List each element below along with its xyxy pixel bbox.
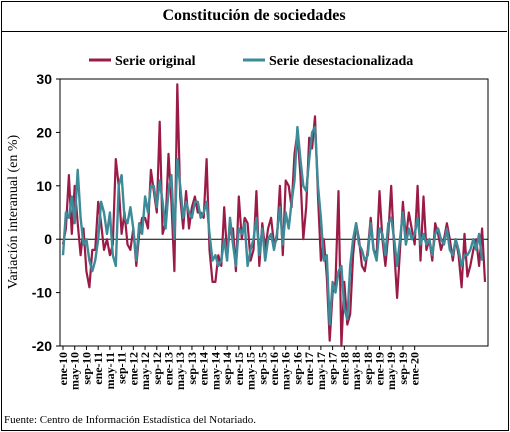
chart-title: Constitución de sociedades xyxy=(1,1,507,32)
x-tick-label: ene-10 xyxy=(56,352,70,385)
x-tick-label: ene-20 xyxy=(408,352,422,385)
x-tick-label: sep-16 xyxy=(290,352,304,385)
x-tick-label: ene-11 xyxy=(91,352,105,385)
source-note: Fuente: Centro de Información Estadístic… xyxy=(4,414,257,426)
y-tick-label: -10 xyxy=(32,285,52,301)
y-tick-label: -20 xyxy=(32,338,52,354)
y-tick-label: 10 xyxy=(36,178,52,194)
series-line-desestacionalizada xyxy=(61,125,484,326)
x-tick-label: sep-17 xyxy=(326,352,340,385)
x-tick-label: ene-15 xyxy=(232,352,246,385)
x-tick-label: sep-14 xyxy=(220,352,234,385)
y-axis-label: Variación interanual (en %) xyxy=(6,135,21,290)
x-tick-label: ene-19 xyxy=(373,352,387,385)
x-tick-label: ene-16 xyxy=(267,352,281,385)
x-tick-label: sep-10 xyxy=(79,352,93,385)
x-tick-label: may-13 xyxy=(173,352,187,390)
x-axis: ene-10may-10sep-10ene-11may-11sep-11ene-… xyxy=(56,346,422,390)
x-tick-label: sep-15 xyxy=(255,352,269,385)
x-tick-label: sep-18 xyxy=(361,352,375,385)
legend-label-desestacionalizada: Serie desestacionalizada xyxy=(269,54,413,69)
y-axis: -20 -10 0 10 20 30 xyxy=(32,71,60,354)
x-tick-label: ene-13 xyxy=(162,352,176,385)
legend-label-original: Serie original xyxy=(115,54,196,69)
x-tick-label: may-10 xyxy=(68,352,82,390)
x-tick-label: ene-14 xyxy=(197,352,211,385)
x-tick-label: may-11 xyxy=(103,352,117,389)
x-tick-label: may-14 xyxy=(208,352,222,390)
x-tick-label: may-15 xyxy=(244,352,258,390)
x-tick-label: may-16 xyxy=(279,352,293,390)
x-tick-label: ene-12 xyxy=(126,352,140,385)
x-tick-label: may-12 xyxy=(138,352,152,390)
y-tick-label: 20 xyxy=(36,124,52,140)
x-tick-label: ene-18 xyxy=(337,352,351,385)
x-tick-label: sep-13 xyxy=(185,352,199,385)
x-tick-label: sep-11 xyxy=(115,352,129,384)
x-tick-label: sep-19 xyxy=(396,352,410,385)
y-tick-label: 30 xyxy=(36,71,52,87)
x-tick-label: ene-17 xyxy=(302,352,316,385)
y-tick-label: 0 xyxy=(44,231,52,247)
legend: Serie original Serie desestacionalizada xyxy=(89,54,413,69)
x-tick-label: may-17 xyxy=(314,352,328,390)
series-group xyxy=(61,83,487,348)
x-tick-label: sep-12 xyxy=(150,352,164,385)
x-tick-label: may-19 xyxy=(384,352,398,390)
x-tick-label: may-18 xyxy=(349,352,363,390)
